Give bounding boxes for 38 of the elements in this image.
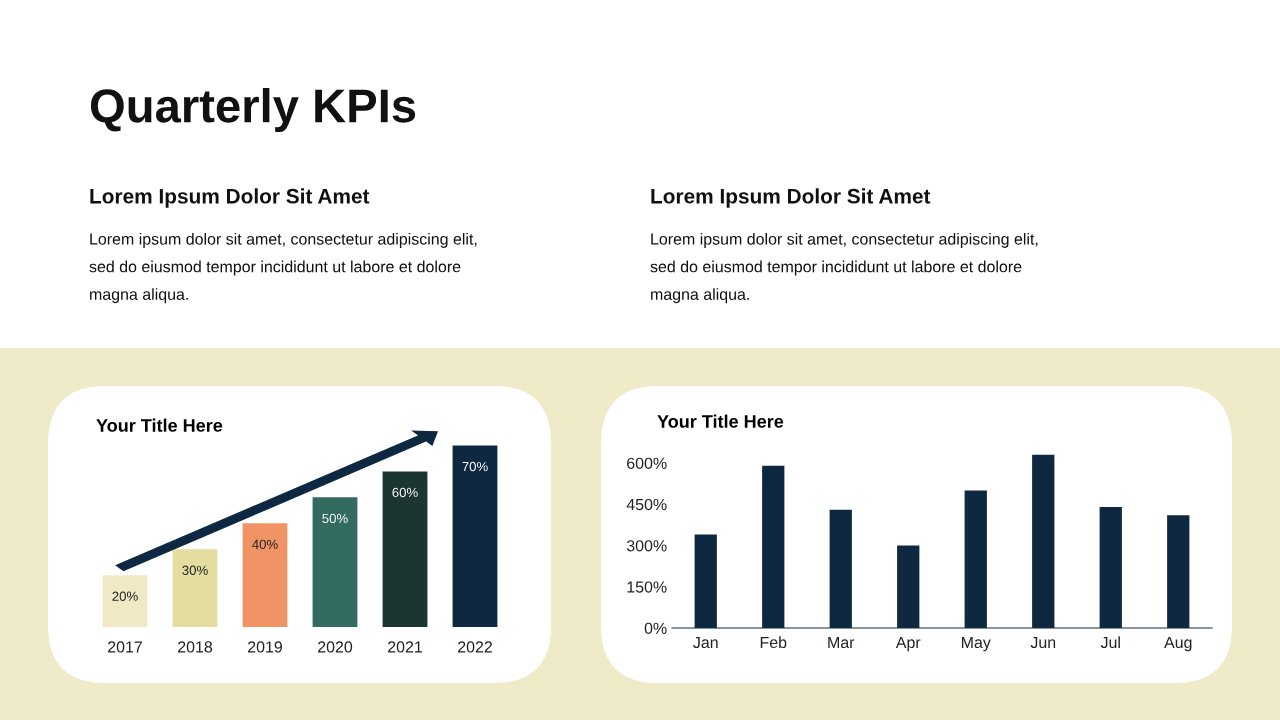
x-tick-label: 2020 bbox=[318, 641, 353, 653]
bar bbox=[452, 445, 498, 627]
x-tick-label: 2019 bbox=[248, 641, 283, 653]
text: Lorem ipsum dolor sit amet, consectetur adipiscing elit, sed do eiusmod tempor incididunt ut labore et dolore magna aliqua. bbox=[650, 233, 1038, 304]
chart-title: Your Title Here bbox=[96, 418, 223, 432]
data-label: 50% bbox=[322, 513, 348, 524]
bar bbox=[242, 523, 288, 627]
data-label: 20% bbox=[112, 591, 138, 601]
text: Quarterly KPIs bbox=[90, 87, 416, 133]
data-label: 30% bbox=[182, 565, 208, 575]
y-tick-label: 600% bbox=[627, 457, 667, 469]
x-tick-label: Mar bbox=[828, 636, 855, 649]
bar bbox=[382, 471, 428, 627]
chart-title: Your Title Here bbox=[657, 414, 784, 428]
x-tick-label: 2022 bbox=[458, 641, 492, 653]
x-tick-label: 2017 bbox=[108, 641, 142, 653]
text: Lorem Ipsum Dolor Sit Amet bbox=[90, 188, 370, 208]
x-tick-label: Jul bbox=[1100, 636, 1120, 649]
data-label: 40% bbox=[252, 539, 278, 550]
bar bbox=[312, 497, 358, 627]
text: Lorem Ipsum Dolor Sit Amet bbox=[651, 188, 931, 208]
x-tick-label: Feb bbox=[760, 636, 787, 649]
y-tick-label: 0% bbox=[644, 622, 667, 634]
bar bbox=[102, 575, 148, 627]
y-tick-label: 300% bbox=[626, 540, 667, 552]
x-tick-label: 2021 bbox=[388, 641, 422, 653]
x-tick-label: 2018 bbox=[178, 641, 213, 653]
x-tick-label: Apr bbox=[895, 636, 921, 652]
data-label: 60% bbox=[392, 487, 418, 498]
x-tick-label: May bbox=[961, 636, 991, 652]
data-label: 70% bbox=[462, 461, 488, 472]
x-tick-label: Jun bbox=[1030, 636, 1056, 649]
bar bbox=[172, 549, 218, 627]
x-tick-label: Jan bbox=[693, 636, 718, 649]
y-tick-label: 150% bbox=[627, 581, 667, 593]
x-tick-label: Aug bbox=[1164, 636, 1192, 652]
text: Lorem ipsum dolor sit amet, consectetur adipiscing elit, sed do eiusmod tempor incididunt ut labore et dolore magna aliqua. bbox=[89, 233, 477, 304]
y-tick-label: 450% bbox=[626, 498, 667, 511]
